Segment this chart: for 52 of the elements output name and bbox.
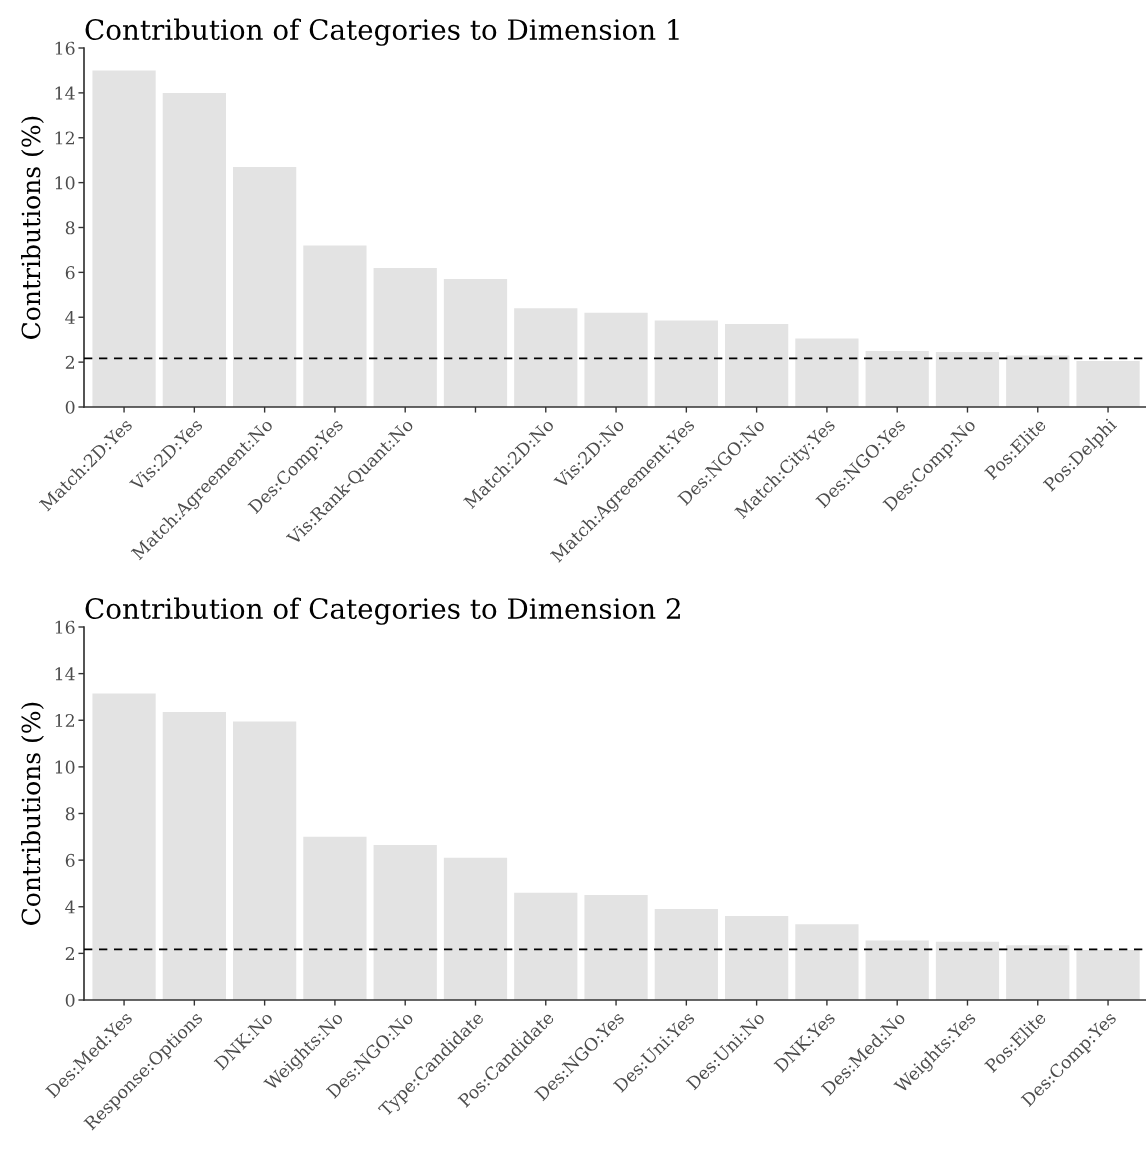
y-tick-label: 16 — [55, 41, 75, 55]
y-tick-label: 2 — [65, 947, 74, 960]
y-tick-label: 4 — [65, 900, 75, 914]
bar — [233, 166, 297, 407]
bar — [1076, 949, 1140, 1000]
y-tick-label: 10 — [55, 176, 75, 190]
bar — [92, 70, 156, 407]
y-tick-label: 12 — [55, 713, 74, 727]
y-tick-label: 14 — [55, 667, 75, 681]
bar — [373, 844, 437, 1000]
y-tick-label: 16 — [55, 620, 75, 634]
bar — [584, 895, 648, 1000]
y-tick-label: 8 — [65, 807, 75, 821]
chart-title: Contribution of Categories to Dimension 2 — [85, 597, 680, 625]
bar — [443, 857, 508, 1000]
bar — [584, 312, 648, 407]
y-tick-label: 4 — [65, 310, 75, 324]
bar — [795, 338, 859, 407]
bar — [1006, 945, 1070, 1000]
bar — [725, 323, 789, 407]
bar — [795, 924, 859, 1000]
bar — [514, 308, 578, 407]
bar — [233, 721, 297, 1000]
bar — [162, 92, 226, 407]
bar — [725, 916, 789, 1000]
chart-title: Contribution of Categories to Dimension 1 — [85, 18, 679, 46]
y-tick-label: 2 — [65, 355, 74, 369]
y-tick-label: 8 — [65, 221, 75, 235]
y-tick-label: 10 — [55, 760, 75, 774]
bar — [373, 267, 437, 407]
bar — [865, 940, 929, 1000]
y-tick-label: 0 — [65, 993, 75, 1007]
bar — [935, 352, 1000, 407]
bar — [935, 941, 1000, 1000]
y-tick-label: 6 — [65, 853, 75, 867]
y-axis-title: Contributions (%) — [21, 116, 44, 339]
bar — [654, 909, 718, 1000]
bar — [303, 836, 367, 1000]
bar — [865, 350, 929, 407]
bar — [162, 712, 226, 1000]
bar — [443, 279, 508, 407]
y-tick-label: 14 — [55, 86, 75, 100]
bar — [92, 693, 156, 1000]
bar — [303, 245, 367, 407]
y-axis-title: Contributions (%) — [21, 702, 44, 925]
bar — [1006, 355, 1070, 407]
y-tick-label: 12 — [55, 131, 74, 145]
bar — [514, 892, 578, 1000]
y-tick-label: 0 — [65, 400, 75, 414]
bar — [654, 320, 718, 407]
bar — [1076, 361, 1140, 407]
y-tick-label: 6 — [65, 266, 75, 280]
